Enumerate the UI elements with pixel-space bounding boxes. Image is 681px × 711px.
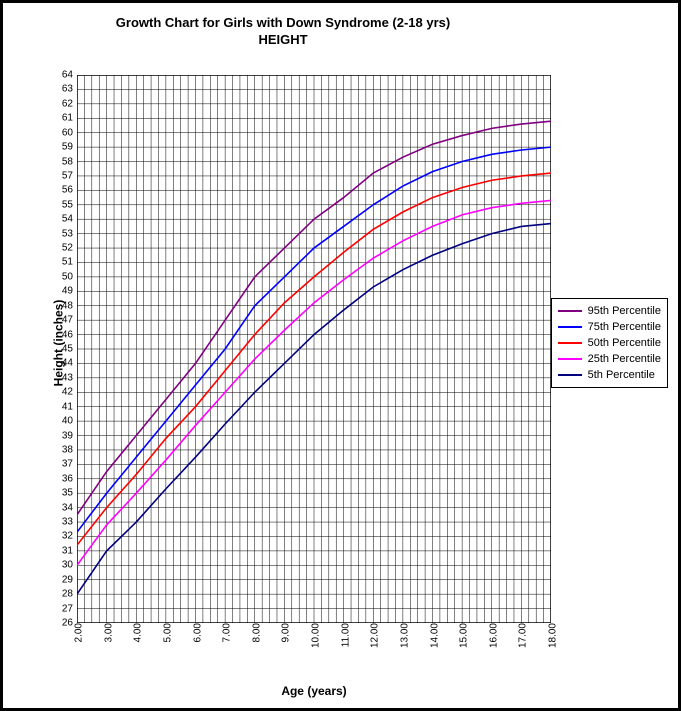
y-tick-label: 46 [62, 329, 77, 340]
y-tick-label: 36 [62, 473, 77, 484]
legend-label: 50th Percentile [588, 337, 661, 349]
x-tick-label: 16.00 [484, 623, 499, 648]
chart-title: Growth Chart for Girls with Down Syndrom… [3, 15, 563, 49]
y-tick-label: 49 [62, 286, 77, 297]
y-tick-label: 54 [62, 214, 77, 225]
legend-item: 50th Percentile [558, 335, 661, 351]
legend-swatch [558, 310, 582, 312]
legend: 95th Percentile 75th Percentile 50th Perce… [551, 298, 668, 388]
y-tick-label: 64 [62, 70, 77, 81]
y-tick-label: 62 [62, 98, 77, 109]
y-tick-label: 34 [62, 502, 77, 513]
legend-label: 25th Percentile [588, 353, 661, 365]
x-tick-label: 13.00 [395, 623, 410, 648]
y-tick-label: 32 [62, 531, 77, 542]
x-axis-label: Age (years) [77, 684, 551, 698]
y-tick-label: 53 [62, 228, 77, 239]
legend-item: 5th Percentile [558, 367, 661, 383]
y-tick-label: 56 [62, 185, 77, 196]
y-tick-label: 39 [62, 430, 77, 441]
y-tick-label: 42 [62, 387, 77, 398]
x-tick-label: 17.00 [514, 623, 529, 648]
x-tick-label: 10.00 [307, 623, 322, 648]
y-tick-label: 28 [62, 589, 77, 600]
x-tick-label: 11.00 [336, 623, 351, 647]
x-tick-label: 4.00 [129, 623, 144, 642]
y-tick-label: 41 [62, 401, 77, 412]
legend-swatch [558, 326, 582, 328]
y-tick-label: 37 [62, 459, 77, 470]
legend-label: 95th Percentile [588, 305, 661, 317]
y-tick-label: 35 [62, 488, 77, 499]
legend-label: 5th Percentile [588, 369, 655, 381]
plot-area: 2627282930313233343536373839404142434445… [77, 75, 551, 623]
y-tick-label: 44 [62, 358, 77, 369]
legend-label: 75th Percentile [588, 321, 661, 333]
chart-svg [77, 75, 551, 623]
x-tick-label: 8.00 [247, 623, 262, 642]
chart-frame: Growth Chart for Girls with Down Syndrom… [0, 0, 681, 711]
legend-item: 95th Percentile [558, 303, 661, 319]
x-tick-label: 3.00 [99, 623, 114, 642]
x-tick-label: 5.00 [158, 623, 173, 642]
y-tick-label: 63 [62, 84, 77, 95]
y-tick-label: 29 [62, 574, 77, 585]
y-tick-label: 30 [62, 560, 77, 571]
y-tick-label: 59 [62, 142, 77, 153]
y-tick-label: 43 [62, 372, 77, 383]
legend-swatch [558, 374, 582, 376]
y-tick-label: 61 [62, 113, 77, 124]
y-tick-label: 55 [62, 199, 77, 210]
x-tick-label: 9.00 [277, 623, 292, 642]
y-tick-label: 60 [62, 127, 77, 138]
x-tick-label: 2.00 [70, 623, 85, 642]
legend-item: 25th Percentile [558, 351, 661, 367]
y-tick-label: 27 [62, 603, 77, 614]
y-tick-label: 38 [62, 444, 77, 455]
y-tick-label: 31 [62, 545, 77, 556]
y-tick-label: 51 [62, 257, 77, 268]
x-tick-label: 6.00 [188, 623, 203, 642]
x-tick-label: 12.00 [366, 623, 381, 648]
x-tick-label: 7.00 [218, 623, 233, 642]
y-tick-label: 52 [62, 243, 77, 254]
y-tick-label: 47 [62, 315, 77, 326]
legend-swatch [558, 342, 582, 344]
y-tick-label: 57 [62, 170, 77, 181]
y-tick-label: 50 [62, 271, 77, 282]
y-tick-label: 45 [62, 344, 77, 355]
chart-title-line2: HEIGHT [258, 32, 307, 47]
y-tick-label: 40 [62, 416, 77, 427]
y-tick-label: 48 [62, 300, 77, 311]
x-tick-label: 14.00 [425, 623, 440, 648]
y-tick-label: 58 [62, 156, 77, 167]
y-tick-label: 33 [62, 517, 77, 528]
x-tick-label: 15.00 [455, 623, 470, 648]
x-tick-label: 18.00 [544, 623, 559, 648]
legend-swatch [558, 358, 582, 360]
legend-item: 75th Percentile [558, 319, 661, 335]
chart-title-line1: Growth Chart for Girls with Down Syndrom… [116, 15, 450, 30]
